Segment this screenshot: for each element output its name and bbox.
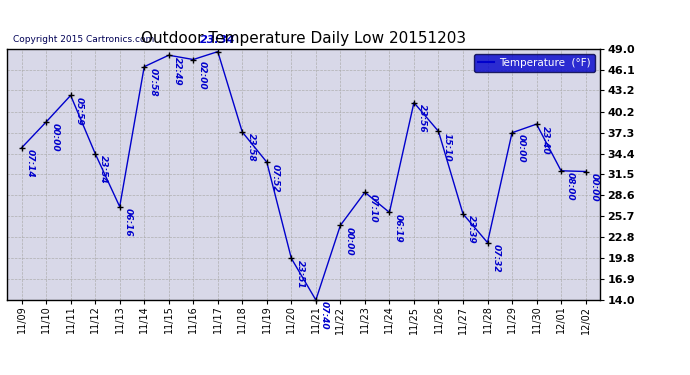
Title: Outdoor Temperature Daily Low 20151203: Outdoor Temperature Daily Low 20151203 xyxy=(141,31,466,46)
Text: 15:10: 15:10 xyxy=(442,133,452,161)
Text: 00:00: 00:00 xyxy=(516,134,525,163)
Text: 00:00: 00:00 xyxy=(590,173,599,201)
Text: 23:58: 23:58 xyxy=(246,134,255,162)
Text: 22:49: 22:49 xyxy=(173,57,182,85)
Text: 07:52: 07:52 xyxy=(271,164,280,192)
Text: 07:10: 07:10 xyxy=(369,194,378,222)
Legend: Temperature  (°F): Temperature (°F) xyxy=(474,54,595,72)
Text: 07:58: 07:58 xyxy=(148,68,157,97)
Text: 23:40: 23:40 xyxy=(541,126,550,154)
Text: 07:32: 07:32 xyxy=(492,244,501,273)
Text: Copyright 2015 Cartronics.com: Copyright 2015 Cartronics.com xyxy=(13,35,154,44)
Text: 23:51: 23:51 xyxy=(295,260,304,288)
Text: 00:00: 00:00 xyxy=(344,227,353,255)
Text: 23:56: 23:56 xyxy=(418,104,427,133)
Text: 07:14: 07:14 xyxy=(26,149,34,178)
Text: 23:39: 23:39 xyxy=(467,215,476,244)
Text: 06:19: 06:19 xyxy=(393,214,402,242)
Text: 23:54: 23:54 xyxy=(99,155,108,184)
Text: 00:00: 00:00 xyxy=(50,123,59,152)
Text: 06:16: 06:16 xyxy=(124,208,133,237)
Text: 02:00: 02:00 xyxy=(197,61,206,90)
Text: 08:00: 08:00 xyxy=(565,172,574,201)
Text: 23:34: 23:34 xyxy=(200,34,235,45)
Text: 07:40: 07:40 xyxy=(320,302,329,330)
Text: 05:59: 05:59 xyxy=(75,97,83,125)
